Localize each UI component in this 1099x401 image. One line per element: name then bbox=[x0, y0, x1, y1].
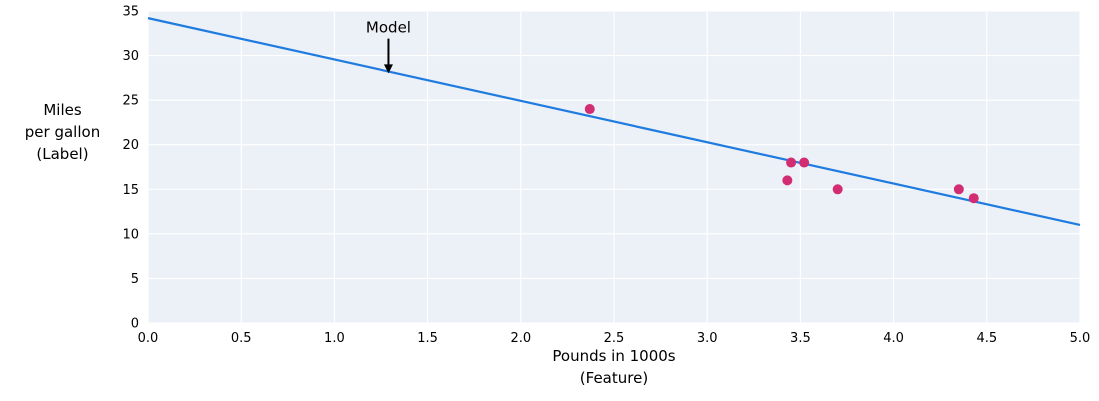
y-tick-label: 15 bbox=[122, 183, 139, 198]
y-tick-label: 30 bbox=[122, 49, 139, 64]
data-point bbox=[782, 175, 793, 186]
y-tick-label: 0 bbox=[131, 317, 139, 332]
x-tick-label: 3.0 bbox=[697, 331, 718, 346]
y-tick-label: 35 bbox=[122, 5, 139, 20]
x-tick-label: 0.0 bbox=[138, 331, 159, 346]
data-point bbox=[832, 184, 843, 195]
model-annotation-arrowhead bbox=[383, 64, 393, 74]
data-point bbox=[953, 184, 964, 195]
y-tick-label: 5 bbox=[131, 272, 139, 287]
data-point bbox=[786, 157, 797, 168]
x-tick-label: 0.5 bbox=[231, 331, 252, 346]
x-tick-label: 1.5 bbox=[417, 331, 438, 346]
y-tick-label: 20 bbox=[122, 138, 139, 153]
y-tick-label: 10 bbox=[122, 227, 139, 242]
x-tick-label: 2.0 bbox=[510, 331, 531, 346]
x-tick-label: 3.5 bbox=[790, 331, 811, 346]
x-tick-label: 4.5 bbox=[976, 331, 997, 346]
data-point bbox=[584, 104, 595, 115]
data-point bbox=[968, 193, 979, 204]
y-tick-label: 25 bbox=[122, 94, 139, 109]
model-annotation-label: Model bbox=[366, 18, 411, 36]
y-axis-label: Miles per gallon (Label) bbox=[24, 101, 101, 163]
x-tick-label: 5.0 bbox=[1070, 331, 1091, 346]
x-axis-label: Pounds in 1000s (Feature) bbox=[552, 347, 676, 387]
x-tick-label: 2.5 bbox=[604, 331, 625, 346]
model-line bbox=[147, 17, 1081, 227]
x-tick-label: 1.0 bbox=[324, 331, 345, 346]
data-point bbox=[799, 157, 810, 168]
x-tick-label: 4.0 bbox=[883, 331, 904, 346]
